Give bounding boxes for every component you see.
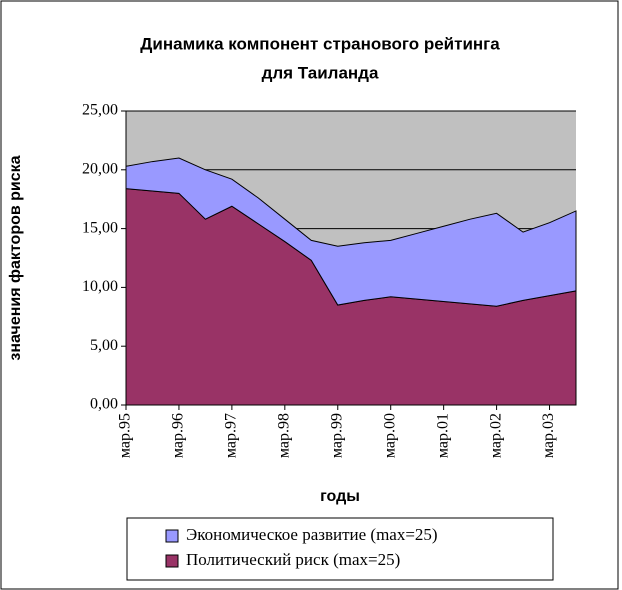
x-tick-label: мар.03 bbox=[540, 413, 557, 458]
y-tick-label: 5,00 bbox=[90, 337, 118, 354]
legend-label: Экономическое развитие (max=25) bbox=[186, 525, 438, 544]
y-tick-label: 10,00 bbox=[82, 278, 118, 295]
x-tick-label: мар.97 bbox=[223, 413, 240, 458]
legend-swatch bbox=[165, 529, 179, 543]
y-tick-label: 25,00 bbox=[82, 102, 118, 119]
y-axis-title: значения факторов риска bbox=[7, 155, 24, 360]
x-tick-label: мар.00 bbox=[381, 413, 398, 458]
y-tick-label: 15,00 bbox=[82, 219, 118, 236]
chart-title: для Таиланда bbox=[262, 63, 379, 82]
x-tick-label: мар.96 bbox=[170, 413, 187, 458]
x-tick-label: мар.01 bbox=[434, 413, 451, 458]
y-tick-label: 20,00 bbox=[82, 160, 118, 177]
x-axis-title: годы bbox=[320, 488, 360, 505]
legend-swatch bbox=[165, 554, 179, 568]
x-tick-label: мар.98 bbox=[275, 413, 292, 458]
y-tick-label: 0,00 bbox=[90, 396, 118, 413]
legend-label: Политический риск (max=25) bbox=[186, 550, 400, 569]
x-tick-label: мар.02 bbox=[487, 413, 504, 458]
area bbox=[125, 157, 577, 307]
legend bbox=[126, 517, 554, 581]
x-tick-label: мар.95 bbox=[117, 413, 134, 458]
x-tick-label: мар.99 bbox=[328, 413, 345, 458]
chart-title: Динамика компонент странового рейтинга bbox=[140, 34, 500, 53]
